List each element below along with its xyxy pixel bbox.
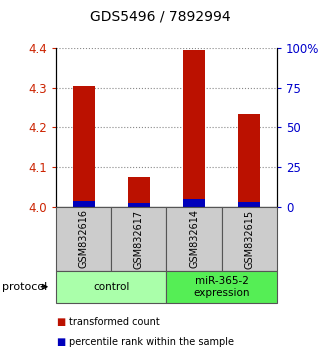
Text: miR-365-2
expression: miR-365-2 expression — [193, 276, 250, 298]
Text: GDS5496 / 7892994: GDS5496 / 7892994 — [90, 9, 230, 23]
Bar — [183, 50, 205, 207]
Text: ■: ■ — [56, 317, 65, 327]
Bar — [238, 202, 260, 207]
Bar — [128, 177, 150, 207]
Bar — [238, 114, 260, 207]
Bar — [73, 201, 95, 207]
Text: percentile rank within the sample: percentile rank within the sample — [69, 337, 234, 347]
Bar — [128, 203, 150, 207]
Bar — [183, 199, 205, 207]
Text: GSM832615: GSM832615 — [244, 209, 254, 269]
Bar — [73, 86, 95, 207]
Text: GSM832616: GSM832616 — [79, 210, 89, 268]
Text: protocol: protocol — [2, 282, 47, 292]
Text: GSM832617: GSM832617 — [134, 209, 144, 269]
Text: ■: ■ — [56, 337, 65, 347]
Text: control: control — [93, 282, 129, 292]
Text: GSM832614: GSM832614 — [189, 210, 199, 268]
Text: transformed count: transformed count — [69, 317, 160, 327]
